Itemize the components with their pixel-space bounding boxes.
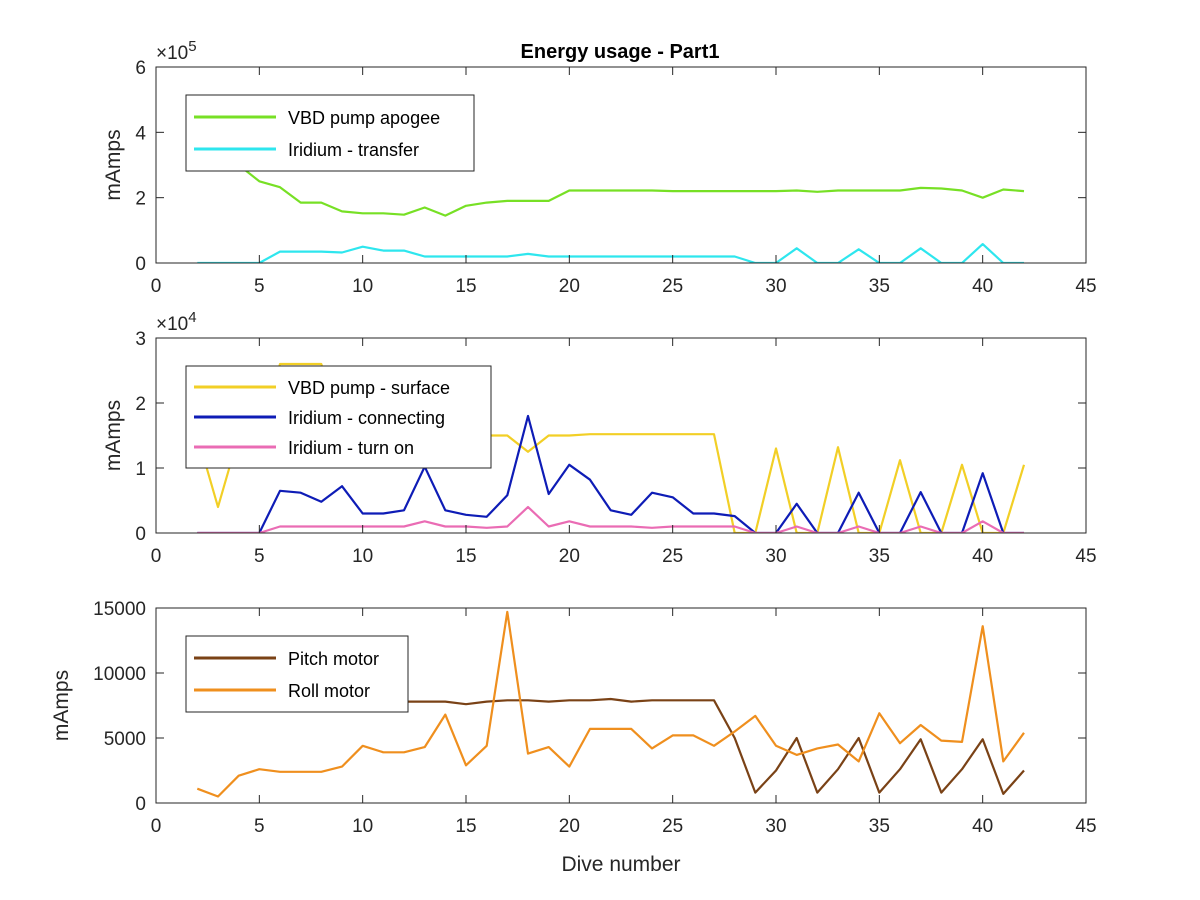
legend: VBD pump apogee Iridium - transfer xyxy=(185,94,475,172)
y-tick-label: 1 xyxy=(135,459,146,480)
x-axis-label: Dive number xyxy=(561,853,680,876)
x-tick-label: 5 xyxy=(254,816,265,837)
series-line-iridium-turn-on xyxy=(197,505,1024,533)
x-tick-label: 20 xyxy=(559,276,580,297)
legend-label: Iridium - transfer xyxy=(288,140,419,160)
x-tick-label: 25 xyxy=(662,546,683,567)
y-exponent-label: ×104 xyxy=(156,309,197,335)
panel-1: 0 5 10 15 20 25 30 35 40 45 0 2 4 6 ×105 mAmps VBD pump … xyxy=(102,38,1097,297)
y-tick-label: 15000 xyxy=(93,599,146,620)
chart-title: Energy usage - Part1 xyxy=(521,41,720,63)
y-axis-label: mAmps xyxy=(50,670,73,741)
x-tick-label: 45 xyxy=(1075,546,1096,567)
y-axis-label: mAmps xyxy=(102,400,125,471)
x-tick-label: 10 xyxy=(352,276,373,297)
x-tick-label: 35 xyxy=(869,546,890,567)
x-tick-label: 5 xyxy=(254,276,265,297)
panel-3: 0 5 10 15 20 25 30 35 40 45 0 5000 10000 15000 mAmps Di… xyxy=(50,599,1097,876)
legend: VBD pump - surface Iridium - connecting Ir… xyxy=(185,365,492,469)
y-tick-label: 10000 xyxy=(93,664,146,685)
x-tick-label: 40 xyxy=(972,276,993,297)
x-tick-label: 0 xyxy=(151,546,162,567)
y-tick-label: 0 xyxy=(135,524,146,545)
y-exponent-label: ×105 xyxy=(156,38,197,64)
x-tick-label: 45 xyxy=(1075,816,1096,837)
x-tick-label: 0 xyxy=(151,816,162,837)
series-line-vbd-pump-apogee xyxy=(196,105,1025,217)
legend-label: Roll motor xyxy=(288,681,370,701)
x-tick-label: 10 xyxy=(352,816,373,837)
x-tick-label: 45 xyxy=(1075,276,1096,297)
series-group xyxy=(196,105,1025,263)
legend: Pitch motor Roll motor xyxy=(185,635,409,713)
axes-box xyxy=(155,66,1087,264)
x-tick-label: 20 xyxy=(559,816,580,837)
x-tick-label: 25 xyxy=(662,276,683,297)
x-tick-label: 30 xyxy=(765,816,786,837)
legend-label: Iridium - connecting xyxy=(288,408,445,428)
x-tick-label: 30 xyxy=(765,546,786,567)
x-tick-label: 0 xyxy=(151,276,162,297)
y-axis-label: mAmps xyxy=(102,129,125,200)
y-tick-label: 0 xyxy=(135,794,146,815)
axes-box xyxy=(155,607,1087,804)
x-tick-label: 35 xyxy=(869,816,890,837)
x-tick-label: 40 xyxy=(972,816,993,837)
x-tick-label: 40 xyxy=(972,546,993,567)
y-tick-label: 2 xyxy=(135,394,146,415)
legend-label: Iridium - turn on xyxy=(288,438,414,458)
series-line-iridium-connecting xyxy=(197,414,1024,533)
x-tick-label: 30 xyxy=(765,276,786,297)
legend-box xyxy=(185,635,409,713)
x-tick-label: 35 xyxy=(869,276,890,297)
y-tick-label: 0 xyxy=(135,254,146,275)
panel-2: 0 5 10 15 20 25 30 35 40 45 0 1 2 3 ×104 mAmps VBD pump … xyxy=(102,309,1097,567)
y-tick-label: 4 xyxy=(135,123,146,144)
y-tick-label: 2 xyxy=(135,189,146,210)
x-tick-label: 5 xyxy=(254,546,265,567)
legend-label: VBD pump apogee xyxy=(288,108,440,128)
y-tick-label: 6 xyxy=(135,58,146,79)
legend-box xyxy=(185,94,475,172)
x-tick-label: 20 xyxy=(559,546,580,567)
series-line-roll-motor xyxy=(196,610,1025,798)
x-tick-label: 25 xyxy=(662,816,683,837)
y-tick-label: 5000 xyxy=(104,729,146,750)
x-tick-label: 10 xyxy=(352,546,373,567)
x-tick-label: 15 xyxy=(455,546,476,567)
legend-label: VBD pump - surface xyxy=(288,378,450,398)
x-tick-label: 15 xyxy=(455,276,476,297)
x-tick-label: 15 xyxy=(455,816,476,837)
axes-box xyxy=(155,337,1087,534)
series-line-iridium-transfer xyxy=(197,243,1024,263)
legend-label: Pitch motor xyxy=(288,649,379,669)
y-tick-label: 3 xyxy=(135,329,146,350)
